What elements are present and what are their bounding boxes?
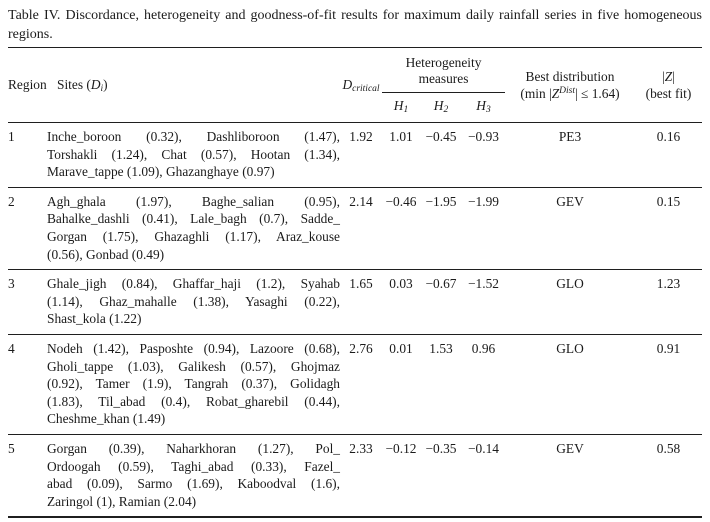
heterogeneity-measures-label: Heterogeneity measures [382,55,505,93]
h3-cell: −0.93 [468,129,499,144]
best-distribution-cell: GLO [556,340,584,356]
table-row-region-3: 3 Ghale_jigh (0.84), Ghaffar_haji (1.2),… [8,270,702,334]
h2-column-header: H2 [420,97,462,115]
sites-cell: Nodeh (1.42), Pasposhte (0.94), Lazoore … [47,340,340,427]
best-distribution-cell: GEV [556,440,584,456]
z-bar-left: | [662,69,665,84]
best-distribution-criterion: (min |ZDist| ≤ 1.64) [505,85,635,102]
dcritical-cell: 2.76 [349,340,373,356]
z-bestfit-cell: 0.58 [656,440,681,456]
z-bestfit-cell: 0.16 [656,129,681,144]
row-divider-rule [8,186,702,188]
criterion-z-symbol: Z [551,86,560,101]
z-header-bestfit: (best fit) [645,86,692,101]
h2-cell: −0.45 [425,129,457,144]
h1-cell: 0.01 [389,340,413,356]
row-divider-rule [8,433,702,435]
region-cell: 2 [8,193,15,209]
h3-subscript: 3 [485,105,491,115]
criterion-post: | ≤ 1.64) [575,86,620,101]
h3-symbol: H [476,98,486,113]
sites-header-close: ) [103,77,108,92]
best-distribution-cell: GEV [556,193,584,209]
h-measure-subheaders: H1 H2 H3 [382,93,505,115]
region-cell: 3 [8,276,15,292]
best-distribution-column-header: Best distribution (min |ZDist| ≤ 1.64) [505,68,635,102]
table-row-region-2: 2 Agh_ghala (1.97), Baghe_salian (0.95),… [8,188,702,269]
dcritical-cell: 1.92 [349,129,373,144]
dcritical-subscript: critical [352,84,380,94]
sites-cell: Gorgan (0.39), Naharkhoran (1.27), Pol_ O… [47,440,340,509]
criterion-pre: (min | [520,86,552,101]
z-symbol: Z [664,69,673,84]
z-column-header: |Z| (best fit) [635,68,702,102]
sites-cell: Agh_ghala (1.97), Baghe_salian (0.95), Ba… [47,193,340,262]
h1-subscript: 1 [403,105,409,115]
table-row-region-5: 5 Gorgan (0.39), Naharkhoran (1.27), Pol… [8,435,702,516]
header-divider-rule [8,122,702,123]
table-row-region-4: 4 Nodeh (1.42), Pasposhte (0.94), Lazoor… [8,335,702,434]
best-distribution-cell: GLO [556,276,584,292]
dcritical-symbol: D [342,77,353,92]
region-column-header: Region [8,77,47,92]
heterogeneity-header-group: Heterogeneity measures H1 H2 H3 [382,55,505,115]
h3-cell: −1.52 [468,276,499,292]
best-distribution-cell: PE3 [558,129,582,144]
h2-symbol: H [433,98,444,113]
z-bestfit-cell: 0.15 [656,193,681,209]
h1-symbol: H [393,98,404,113]
z-bestfit-cell: 0.91 [656,340,681,356]
table-row-region-1: 1 Inche_boroon (0.32), Dashliboroon (1.4… [8,123,702,187]
table-header-row: Region Sites (Di) Dcritical Heterogeneit… [8,48,702,122]
h1-column-header: H1 [382,97,420,115]
sites-cell: Ghale_jigh (0.84), Ghaffar_haji (1.2), S… [47,276,340,327]
h2-subscript: 2 [443,105,449,115]
h3-cell: 0.96 [471,340,496,356]
heterogeneity-label-line1: Heterogeneity [405,55,482,70]
region-cell: 1 [8,129,15,144]
h1-cell: −0.46 [385,193,417,209]
table-bottom-rule [8,516,702,519]
h3-cell: −0.14 [468,440,499,456]
sites-d-subscript: i [100,84,104,94]
dcritical-cell: 2.14 [349,193,373,209]
dcritical-cell: 2.33 [349,440,373,456]
region-cell: 4 [8,340,15,356]
dcritical-cell: 1.65 [349,276,373,292]
h1-cell: −0.12 [385,440,417,456]
h1-cell: 1.01 [389,129,413,144]
heterogeneity-label-line2: measures [418,71,469,86]
results-table: Region Sites (Di) Dcritical Heterogeneit… [8,47,702,519]
z-bar-right: | [672,69,675,84]
h3-column-header: H3 [462,97,505,115]
h2-cell: −0.35 [425,440,457,456]
h2-cell: 1.53 [429,340,453,356]
h1-cell: 0.03 [389,276,413,292]
sites-cell: Inche_boroon (0.32), Dashliboroon (1.47)… [47,129,340,180]
table-top-rule [8,47,702,48]
sites-header-text: Sites ( [57,77,91,92]
sites-column-header: Sites (Di) [47,77,340,94]
h2-cell: −1.95 [425,193,457,209]
h3-cell: −1.99 [468,193,499,209]
row-divider-rule [8,269,702,271]
dcritical-column-header: Dcritical [340,77,382,94]
region-cell: 5 [8,440,15,456]
h2-cell: −0.67 [425,276,457,292]
z-header-symbol: |Z| [635,68,702,85]
sites-d-symbol: D [90,77,101,92]
table-caption: Table IV. Discordance, heterogeneity and… [8,8,702,42]
best-distribution-label: Best distribution [525,69,615,84]
row-divider-rule [8,333,702,335]
criterion-dist-superscript: Dist [559,86,575,96]
z-bestfit-cell: 1.23 [656,276,681,292]
